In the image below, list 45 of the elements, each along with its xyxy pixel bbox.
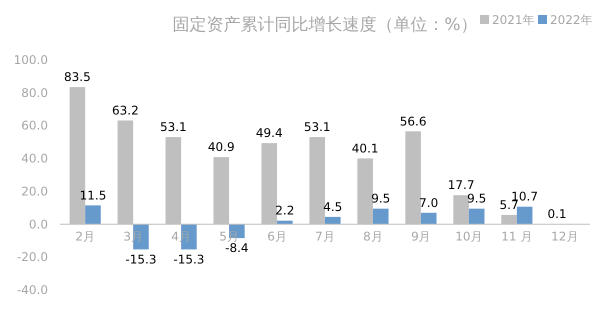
data-label: 83.5 (64, 70, 91, 84)
bar (468, 208, 484, 224)
data-label: 9.5 (467, 192, 486, 206)
data-label: 40.1 (352, 141, 379, 156)
bar (277, 220, 293, 224)
legend-label: 2021年 (492, 13, 535, 27)
x-tick-label: 12月 (551, 229, 578, 244)
bar (372, 208, 389, 224)
data-label: 0.1 (547, 207, 567, 222)
data-label: 11.5 (80, 188, 106, 202)
y-tick-label: 100.0 (14, 53, 48, 67)
bar (516, 206, 532, 224)
data-label: 56.6 (400, 114, 426, 128)
x-tick-label: 8月 (363, 229, 383, 244)
data-label: 9.5 (371, 192, 390, 206)
data-label: 63.2 (112, 103, 139, 118)
y-tick-label: 0.0 (28, 217, 48, 232)
legend-label: 2022年 (550, 13, 593, 27)
x-tick-label: 9月 (411, 229, 431, 244)
bar (420, 212, 437, 224)
y-tick-label: -40.0 (16, 283, 48, 297)
x-tick-label: 2月 (75, 229, 95, 244)
data-label: 4.5 (323, 200, 342, 214)
x-tick-label: 11 月 (501, 229, 532, 244)
y-tick-label: 60.0 (21, 118, 48, 133)
x-tick-label: 7月 (315, 229, 335, 244)
x-tick-label: 10月 (455, 229, 483, 244)
data-label: 17.7 (448, 178, 474, 192)
data-label: -8.4 (225, 241, 249, 256)
y-tick-label: 20.0 (21, 184, 48, 198)
data-label: 2.2 (275, 204, 294, 218)
data-label: -15.3 (125, 252, 156, 266)
y-tick-label: 80.0 (21, 86, 48, 100)
data-label: 40.9 (208, 140, 235, 154)
y-tick-label: 40.0 (21, 152, 48, 166)
data-label: 53.1 (304, 120, 331, 134)
data-label: -15.3 (173, 252, 204, 266)
data-label: 53.1 (160, 120, 187, 134)
x-tick-label: 6月 (267, 229, 287, 244)
y-tick-label: -20.0 (16, 250, 48, 264)
bar (85, 205, 101, 224)
bar (325, 216, 341, 224)
data-label: 7.0 (419, 196, 438, 210)
chart-title: 固定资产累计同比增长速度（单位：%） (172, 15, 478, 35)
data-label: 49.4 (256, 126, 283, 140)
